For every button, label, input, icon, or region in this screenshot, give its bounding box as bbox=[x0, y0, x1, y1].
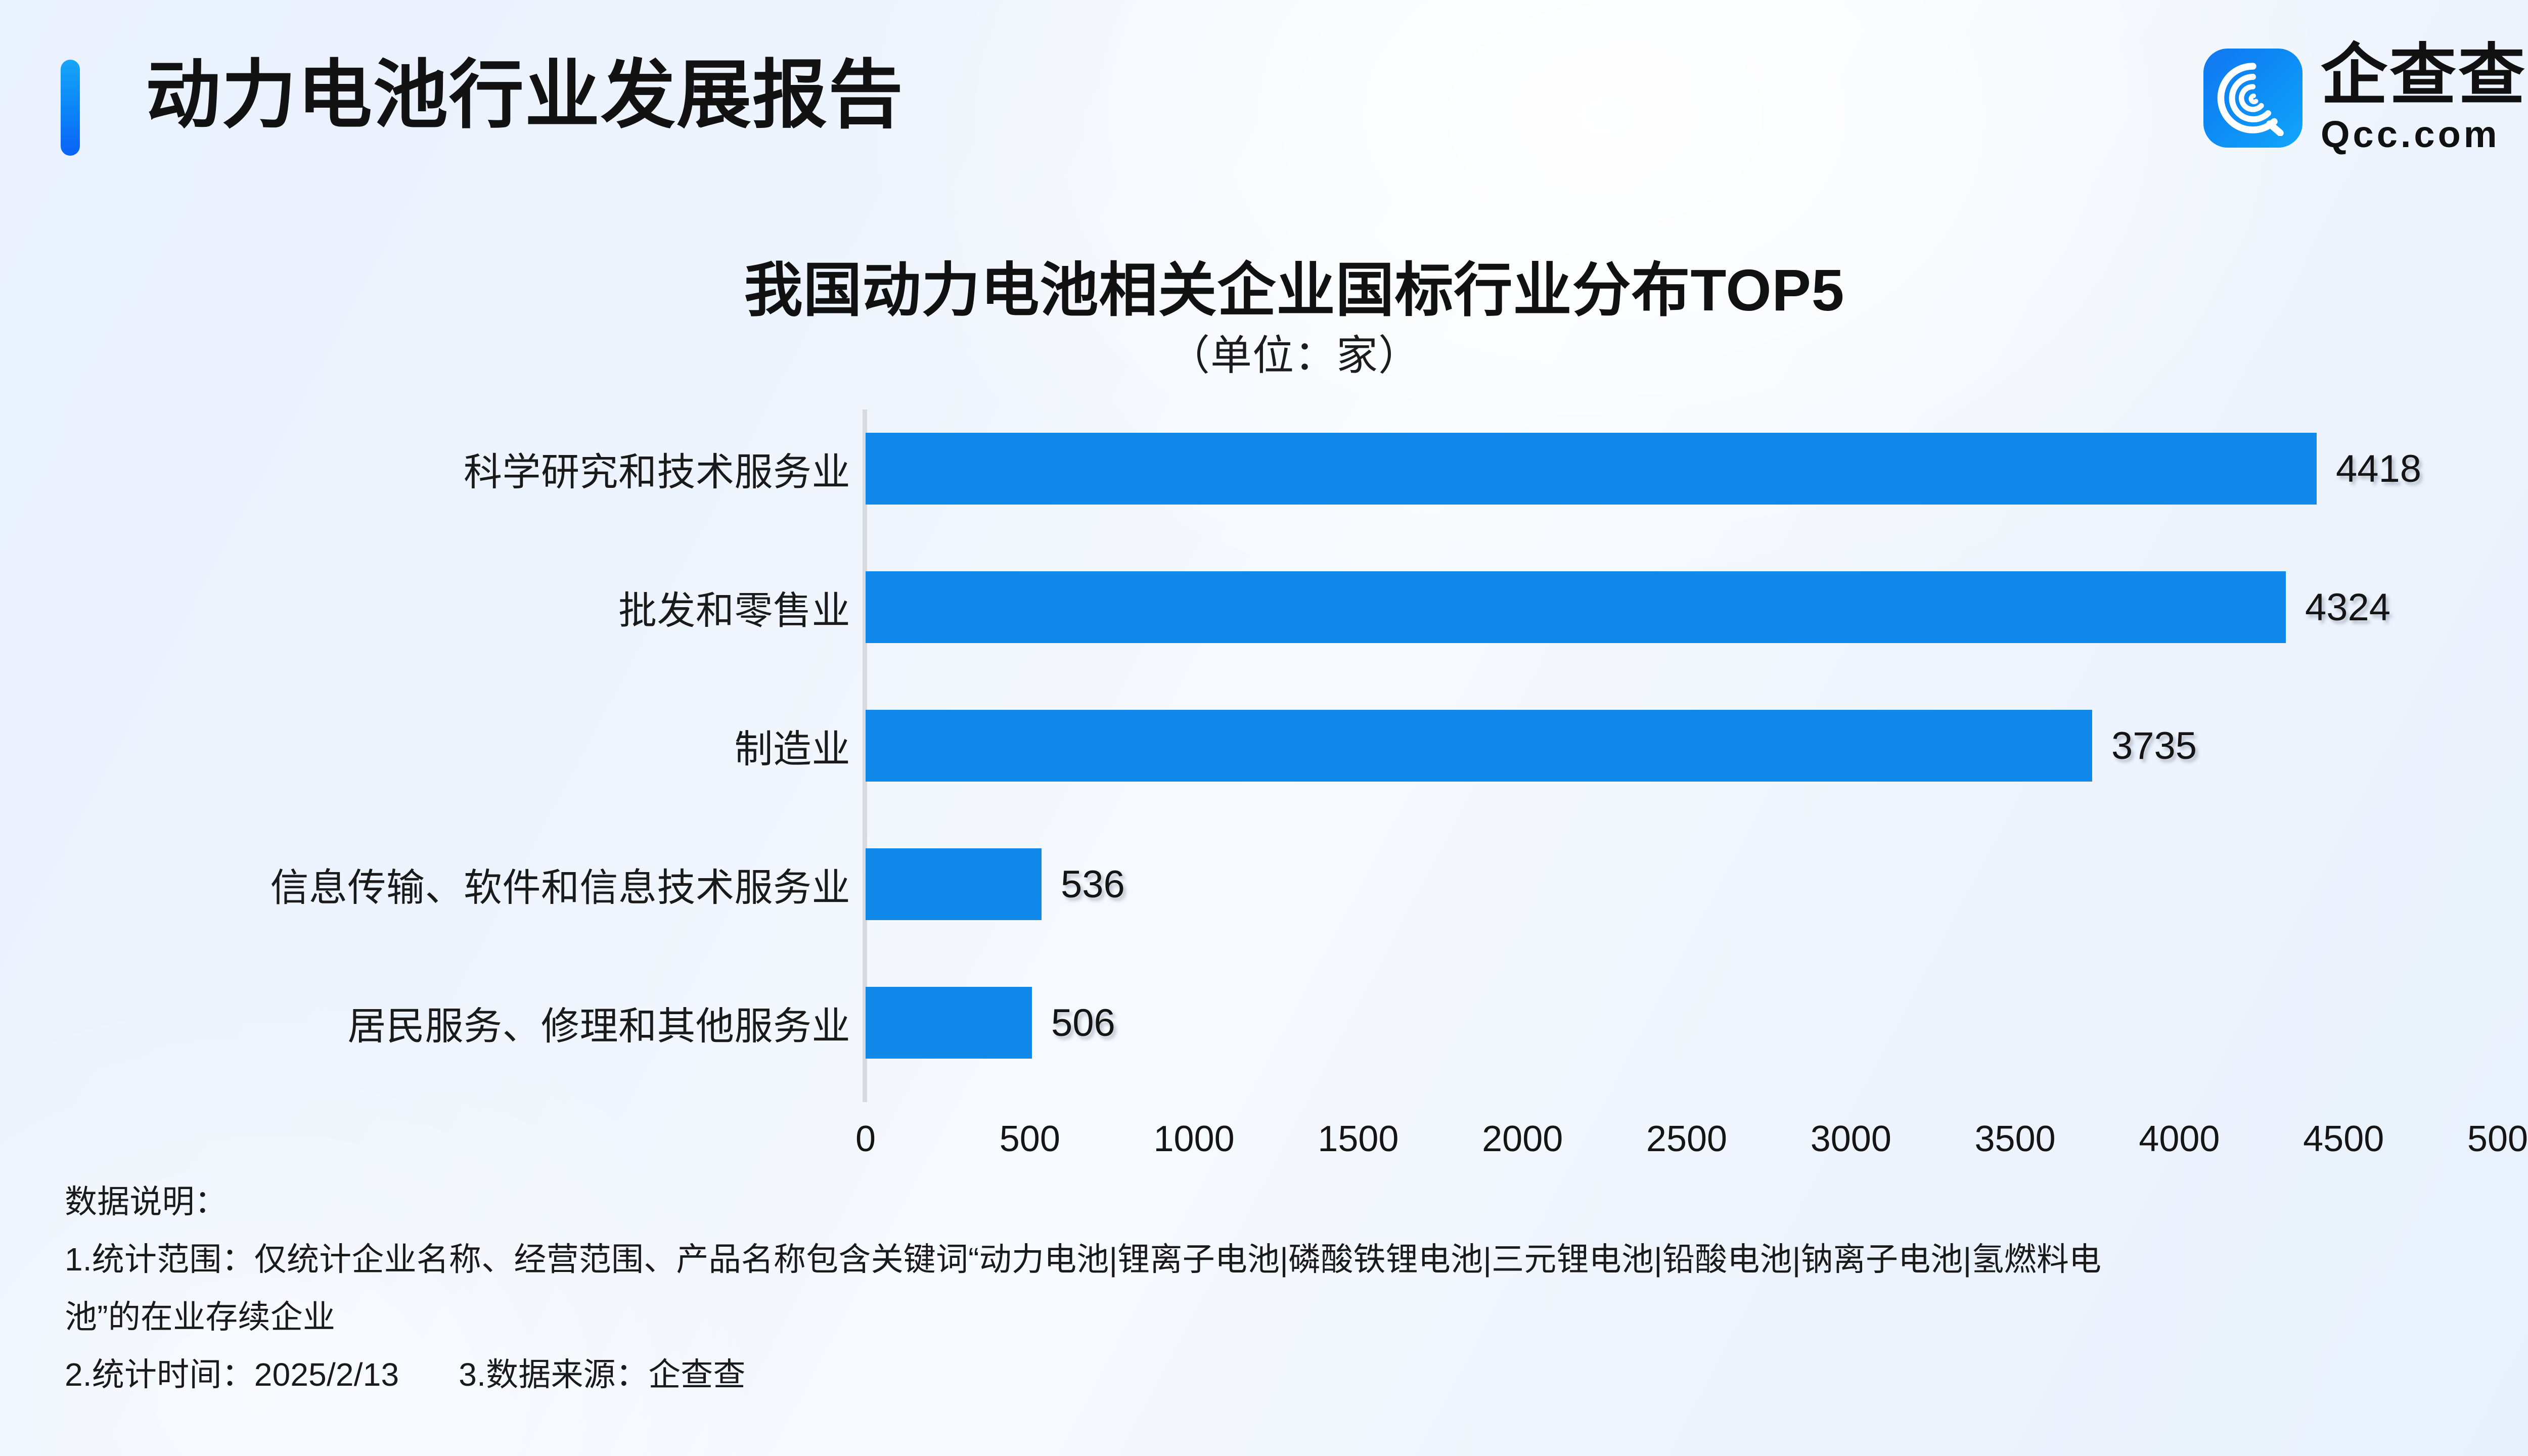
bar-chart-plot-area: 科学研究和技术服务业 4418 批发和零售业 4324 制造业 3735 信息传输、软件和信… bbox=[0, 399, 2528, 1117]
bar-value-label: 4324 bbox=[2305, 585, 2391, 629]
page-header: 动力电池行业发展报告 企查查 Qcc.com bbox=[0, 0, 2528, 202]
x-axis-tick-label: 3500 bbox=[1974, 1119, 2056, 1159]
notes-line-1b: 池”的在业存续企业 bbox=[65, 1299, 336, 1335]
x-axis-tick-label: 1000 bbox=[1153, 1119, 1235, 1159]
x-axis-tick-label: 4500 bbox=[2303, 1119, 2384, 1159]
bar-value-label: 506 bbox=[1051, 1001, 1115, 1044]
category-label: 信息传输、软件和信息技术服务业 bbox=[270, 867, 850, 909]
bar-row: 批发和零售业 4324 bbox=[0, 538, 2528, 676]
bar-row: 科学研究和技术服务业 4418 bbox=[0, 399, 2528, 538]
data-notes: 数据说明： 1.统计范围：仅统计企业名称、经营范围、产品名称包含关键词“动力电池… bbox=[65, 1186, 2528, 1416]
x-axis-tick-label: 2500 bbox=[1646, 1119, 1728, 1159]
bar-with-value[interactable]: 4324 bbox=[866, 538, 2390, 676]
bar[interactable] bbox=[866, 848, 1042, 920]
bar-value-label: 536 bbox=[1061, 862, 1125, 906]
chart-title: 我国动力电池相关企业国标行业分布TOP5 bbox=[744, 257, 1845, 323]
brand-name-en: Qcc.com bbox=[2321, 113, 2500, 155]
bar-row: 居民服务、修理和其他服务业 506 bbox=[0, 953, 2528, 1092]
bar[interactable] bbox=[866, 433, 2317, 505]
bar[interactable] bbox=[866, 710, 2092, 782]
title-accent-bar bbox=[61, 60, 80, 156]
bar-value-label: 3735 bbox=[2111, 724, 2197, 767]
bar-with-value[interactable]: 4418 bbox=[866, 399, 2421, 538]
notes-line-1a: 1.统计范围：仅统计企业名称、经营范围、产品名称包含关键词“动力电池|锂离子电池… bbox=[65, 1241, 2102, 1278]
x-axis-tick-labels: 0 500 1000 1500 2000 2500 3000 3500 4000 4500 5000 bbox=[0, 1118, 2528, 1179]
bar-row: 信息传输、软件和信息技术服务业 536 bbox=[0, 815, 2528, 953]
category-label: 批发和零售业 bbox=[618, 589, 850, 632]
category-label: 科学研究和技术服务业 bbox=[464, 451, 850, 494]
x-axis-tick-label: 2000 bbox=[1482, 1119, 1563, 1159]
x-axis-tick-label: 500 bbox=[999, 1119, 1060, 1159]
x-axis-tick-label: 4000 bbox=[2139, 1119, 2220, 1159]
category-label: 制造业 bbox=[734, 728, 850, 771]
bar-with-value[interactable]: 506 bbox=[866, 953, 1115, 1092]
bar-row: 制造业 3735 bbox=[0, 676, 2528, 815]
x-axis-tick-label: 1500 bbox=[1318, 1119, 1399, 1159]
brand-logo: 企查查 Qcc.com bbox=[2203, 41, 2527, 155]
bar[interactable] bbox=[866, 571, 2286, 643]
x-axis-tick-label: 3000 bbox=[1810, 1119, 1891, 1159]
x-axis-tick-label: 0 bbox=[855, 1119, 876, 1159]
bar-with-value[interactable]: 536 bbox=[866, 815, 1125, 953]
notes-heading: 数据说明： bbox=[65, 1184, 227, 1220]
x-axis-tick-label: 5000 bbox=[2467, 1119, 2528, 1159]
brand-text: 企查查 Qcc.com bbox=[2321, 41, 2527, 155]
notes-line-3: 3.数据来源：企查查 bbox=[459, 1356, 746, 1393]
notes-line-2-3: 2.统计时间：2025/2/13 3.数据来源：企查查 bbox=[65, 1358, 2528, 1391]
bar-value-label: 4418 bbox=[2336, 447, 2422, 490]
page-title: 动力电池行业发展报告 bbox=[146, 54, 904, 137]
y-axis-line bbox=[863, 410, 867, 1102]
bar[interactable] bbox=[866, 987, 1032, 1059]
bar-with-value[interactable]: 3735 bbox=[866, 676, 2197, 815]
brand-name-cn: 企查查 bbox=[2321, 38, 2527, 112]
notes-line-2: 2.统计时间：2025/2/13 bbox=[65, 1356, 399, 1393]
category-label: 居民服务、修理和其他服务业 bbox=[347, 1005, 850, 1048]
chart-subtitle: （单位：家） bbox=[1168, 333, 1420, 379]
qcc-spiral-q-logo-icon bbox=[2203, 49, 2303, 148]
